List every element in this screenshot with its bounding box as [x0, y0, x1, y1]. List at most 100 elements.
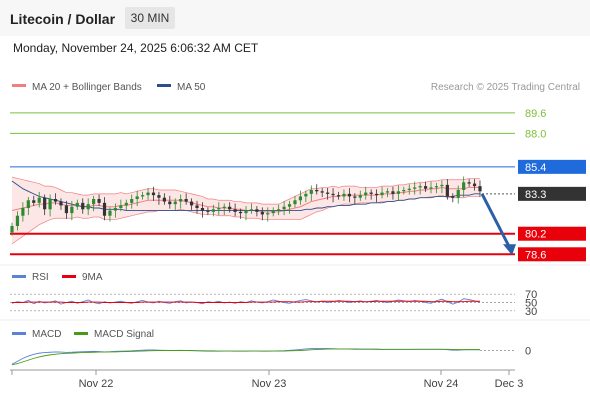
candle-body — [222, 206, 226, 208]
candle-body — [309, 190, 313, 194]
candle-body — [15, 215, 20, 226]
candle-body — [326, 192, 330, 194]
candle-body — [260, 211, 264, 215]
candle-body — [347, 193, 351, 197]
candle-body — [124, 202, 128, 206]
candle-body — [59, 201, 63, 206]
candle-body — [445, 184, 449, 197]
candle-body — [97, 199, 101, 203]
candle-body — [467, 182, 471, 184]
candle-body — [189, 201, 194, 206]
rsi-level-label: 50 — [525, 298, 537, 310]
legend-label: MACD Signal — [94, 329, 154, 340]
candle-body — [195, 205, 199, 208]
candle-body — [266, 213, 270, 215]
candle-body — [434, 186, 439, 188]
legend-label: MACD — [32, 329, 61, 340]
level-label: 83.3 — [525, 189, 546, 201]
candle-body — [336, 195, 341, 197]
candle-body — [200, 208, 205, 211]
candle-body — [211, 209, 215, 212]
candle-body — [43, 197, 47, 210]
candle-body — [342, 193, 346, 197]
candle-body — [151, 192, 156, 196]
forecast-arrow — [480, 193, 512, 249]
level-tag — [518, 186, 586, 201]
instrument-title: Litecoin / Dollar — [10, 11, 116, 27]
candle-body — [86, 204, 90, 210]
candle-body — [380, 192, 384, 196]
candle-body — [102, 202, 107, 216]
candle-body — [277, 209, 281, 211]
candle-body — [287, 204, 292, 207]
candle-body — [75, 202, 79, 207]
candle-body — [375, 193, 379, 196]
level-label: 78.6 — [525, 249, 546, 261]
candle-body — [10, 226, 14, 233]
legend-label: 9MA — [82, 272, 103, 283]
level-label: 88.0 — [525, 128, 546, 140]
candle-body — [32, 200, 36, 203]
candle-body — [315, 190, 319, 192]
macd-signal-line — [11, 348, 480, 366]
candle-body — [157, 195, 161, 198]
candle-body — [141, 195, 145, 197]
candle-body — [217, 208, 221, 210]
x-axis-tick-label: Nov 23 — [252, 378, 287, 390]
candle-body — [233, 209, 237, 212]
candle-body — [331, 193, 335, 196]
candle-body — [228, 206, 232, 210]
candle-body — [462, 182, 466, 190]
level-tag — [518, 226, 586, 241]
candle-body — [113, 208, 117, 211]
macd-level-label: 0 — [525, 346, 531, 358]
rsi-9ma-line — [12, 300, 480, 303]
candle-body — [298, 196, 303, 201]
candle-body — [206, 210, 210, 212]
legend-label: RSI — [32, 272, 49, 283]
candle-body — [369, 192, 373, 194]
candle-body — [238, 211, 243, 214]
level-label: 85.4 — [525, 162, 546, 174]
candle-body — [249, 209, 254, 211]
candle-body — [385, 191, 390, 193]
candle-body — [244, 210, 248, 214]
level-tag — [518, 159, 586, 174]
candle-body — [304, 193, 308, 197]
level-label: 89.6 — [525, 108, 546, 120]
legend-swatch — [12, 332, 26, 335]
candle-body — [119, 205, 123, 208]
rsi-level-label: 30 — [525, 306, 537, 318]
candle-body — [108, 210, 112, 216]
x-axis-tick-label: Nov 24 — [424, 378, 459, 390]
candle-body — [135, 196, 139, 199]
legend-swatch — [12, 84, 26, 87]
candle-body — [429, 187, 433, 189]
candle-body — [353, 196, 357, 198]
candle-body — [440, 184, 444, 187]
candle-body — [146, 192, 150, 196]
candle-body — [451, 196, 455, 198]
candle-body — [391, 191, 395, 194]
candle-body — [358, 195, 362, 198]
candle-body — [282, 206, 286, 210]
legend-label: MA 20 + Bollinger Bands — [32, 82, 142, 93]
level-label: 80.2 — [525, 229, 546, 241]
candle-body — [162, 197, 166, 202]
candle-body — [64, 205, 69, 214]
candle-body — [92, 199, 96, 205]
candle-body — [396, 191, 400, 194]
legend-swatch — [74, 332, 88, 335]
legend-swatch — [62, 275, 76, 278]
forecast-arrow-head — [503, 244, 516, 256]
candle-body — [26, 200, 30, 208]
candle-body — [168, 201, 172, 205]
candle-body — [130, 199, 134, 203]
candle-body — [184, 199, 188, 202]
candle-body — [413, 187, 417, 189]
candle-body — [423, 186, 428, 189]
timeframe-button[interactable]: 30 MIN — [125, 7, 175, 29]
source-label: Research © 2025 Trading Central — [431, 82, 580, 93]
candle-body — [418, 186, 422, 188]
